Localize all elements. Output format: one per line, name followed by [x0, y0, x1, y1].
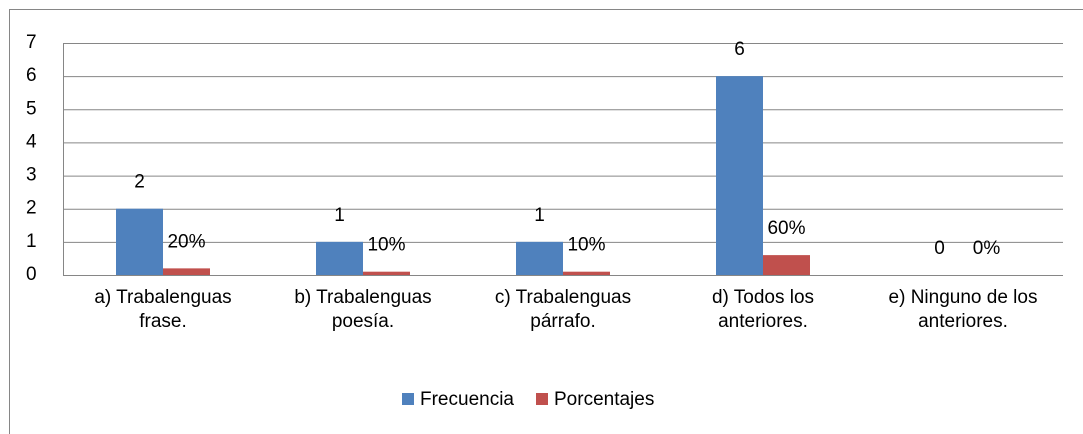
data-label: 0 [934, 238, 945, 259]
y-tick-label: 4 [26, 131, 37, 152]
data-label: 60% [767, 218, 805, 239]
data-label: 1 [534, 205, 545, 226]
x-tick-label: e) Ninguno de los anteriores. [888, 287, 1038, 332]
y-tick-label: 1 [26, 231, 37, 252]
data-label: 10% [367, 235, 405, 256]
bar [716, 76, 763, 276]
y-tick-label: 0 [26, 264, 37, 285]
data-label: 6 [734, 39, 745, 60]
y-tick-label: 5 [26, 98, 37, 119]
bar [363, 271, 410, 275]
data-label: 2 [134, 172, 145, 193]
bar [516, 241, 563, 275]
data-label: 10% [567, 235, 605, 256]
x-tick-label: d) Todos los anteriores. [711, 287, 815, 332]
bar [316, 241, 363, 275]
y-tick-label: 6 [26, 65, 37, 86]
chart-border [9, 9, 1083, 434]
legend-swatch [402, 393, 414, 405]
bar [563, 271, 610, 275]
bar [163, 268, 210, 275]
y-tick-label: 2 [26, 198, 37, 219]
data-label: 1 [334, 205, 345, 226]
legend-label: Frecuencia [420, 389, 514, 410]
x-tick-label: a) Trabalenguas frase. [94, 287, 232, 332]
x-tick-label: b) Trabalenguas poesía. [294, 287, 432, 332]
data-label: 0% [973, 238, 1001, 259]
bar [763, 255, 810, 275]
legend-swatch [536, 393, 548, 405]
legend-label: Porcentajes [554, 389, 654, 410]
y-tick-label: 7 [26, 32, 37, 53]
y-tick-label: 3 [26, 165, 37, 186]
data-label: 20% [167, 231, 205, 252]
x-tick-label: c) Trabalenguas párrafo. [494, 287, 632, 332]
bar [116, 208, 163, 275]
